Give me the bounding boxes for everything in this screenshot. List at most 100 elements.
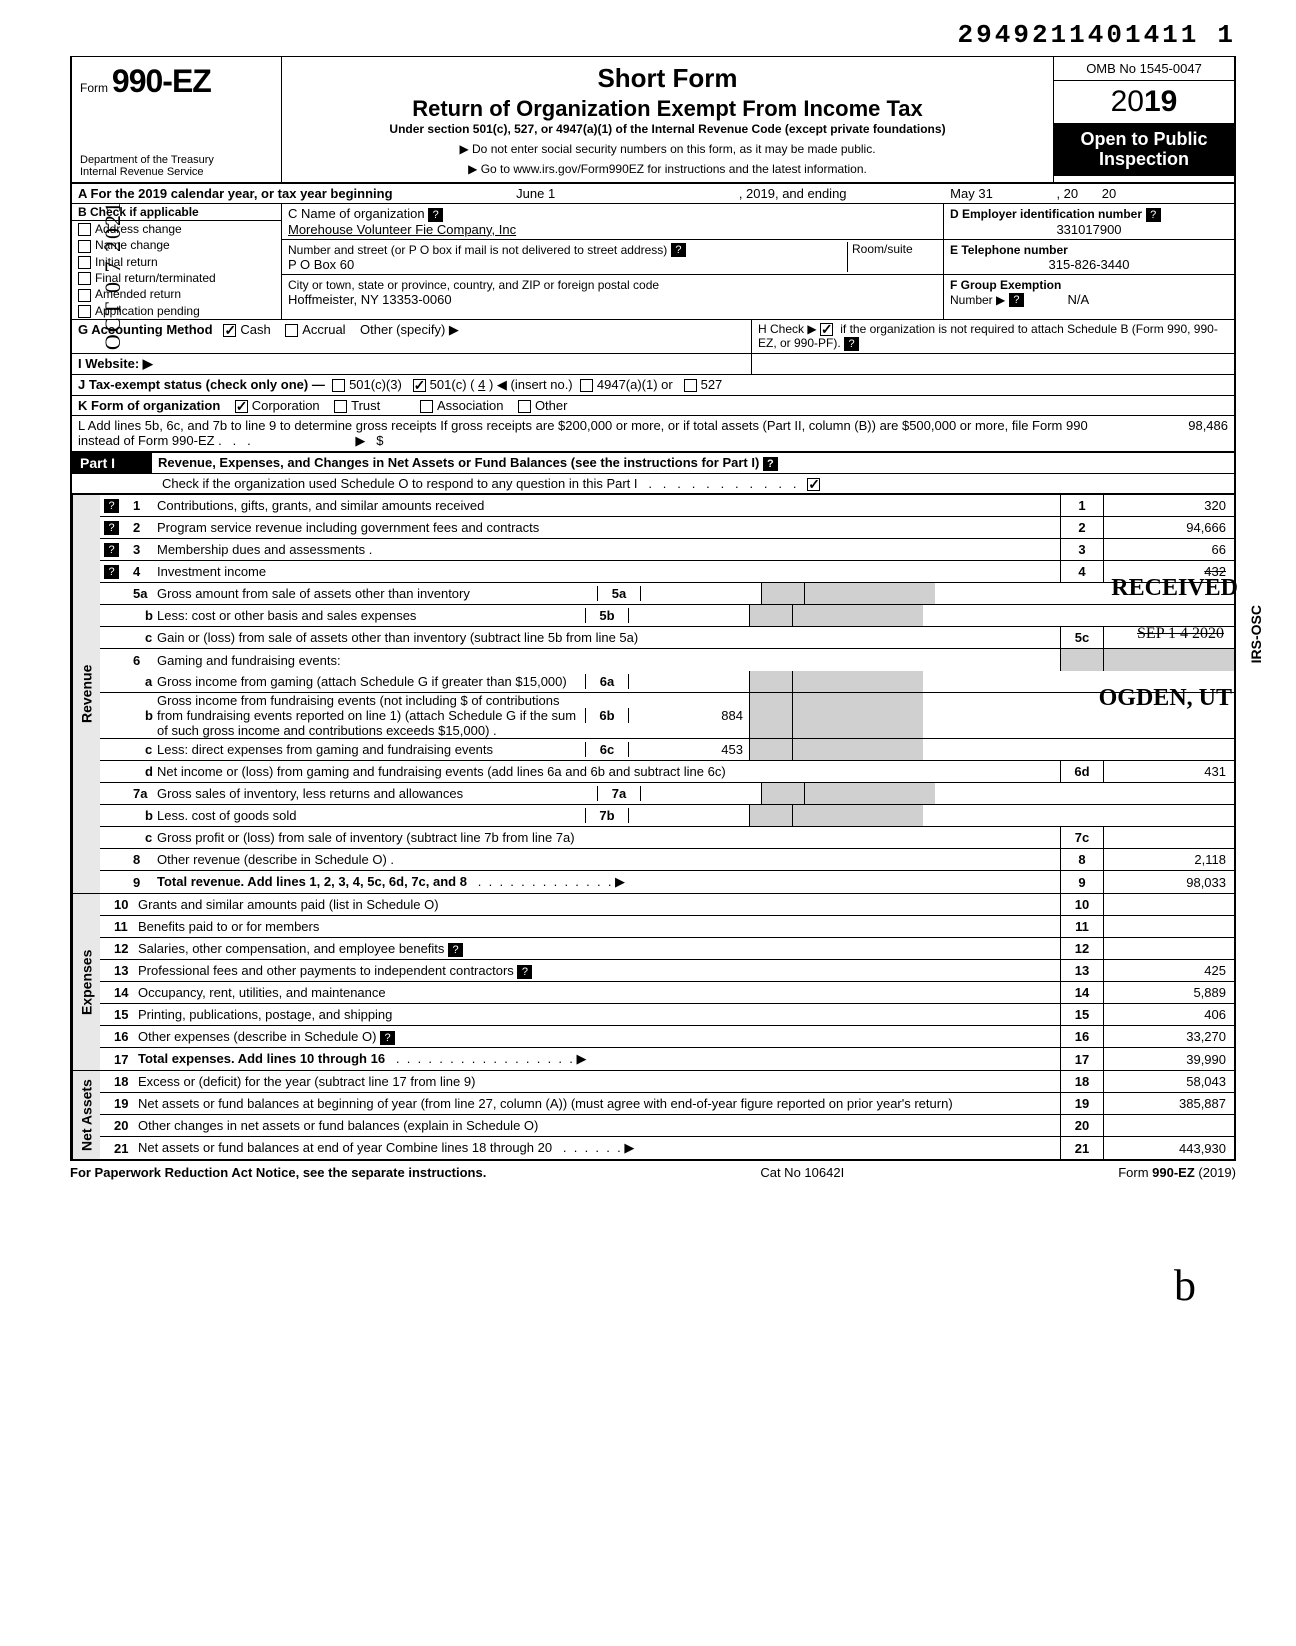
mid-box: 6c	[585, 742, 629, 757]
line-val: 425	[1104, 960, 1234, 981]
part1-header-row: Part I Revenue, Expenses, and Changes in…	[70, 453, 1236, 474]
row-j: J Tax-exempt status (check only one) — 5…	[70, 375, 1236, 396]
line-box: 21	[1060, 1137, 1104, 1159]
d-label: D Employer identification number	[950, 207, 1142, 221]
org-name: Morehouse Volunteer Fie Company, Inc	[288, 222, 516, 237]
line-a-label: A For the 2019 calendar year, or tax yea…	[78, 186, 393, 201]
col-de: D Employer identification number ? 33101…	[944, 204, 1234, 319]
line-box	[761, 783, 805, 804]
line-desc: Gross income from fundraising events (no…	[157, 693, 585, 738]
tax-year-end-year: 20	[1102, 186, 1116, 201]
expenses-section: Expenses 10Grants and similar amounts pa…	[70, 894, 1236, 1071]
footer-left: For Paperwork Reduction Act Notice, see …	[70, 1165, 486, 1180]
k-label: K Form of organization	[78, 398, 220, 413]
line-desc: Printing, publications, postage, and shi…	[138, 1007, 1060, 1022]
line-val: 385,887	[1104, 1093, 1234, 1114]
help-icon: ?	[1146, 208, 1161, 222]
row-gh: G Accounting Method Cash Accrual Other (…	[70, 320, 1236, 354]
omb-number: OMB No 1545-0047	[1054, 57, 1234, 81]
line-a-row: A For the 2019 calendar year, or tax yea…	[70, 184, 1236, 204]
help-icon: ?	[1009, 293, 1024, 307]
line-desc: Gross amount from sale of assets other t…	[157, 586, 597, 601]
received-stamp: RECEIVED	[1111, 575, 1238, 602]
chk-other	[518, 400, 531, 413]
line-num: b	[119, 808, 157, 823]
line-num: 13	[100, 963, 138, 978]
line-num: c	[119, 742, 157, 757]
line-num: b	[119, 608, 157, 623]
line-box: 7c	[1060, 827, 1104, 848]
line-val: 431	[1104, 761, 1234, 782]
irs-osc-stamp: IRS-OSC	[1248, 605, 1264, 663]
help-icon: ?	[380, 1031, 395, 1045]
form-label: Form	[80, 81, 108, 95]
line-desc: Net income or (loss) from gaming and fun…	[157, 764, 1060, 779]
row-k: K Form of organization Corporation Trust…	[70, 396, 1236, 416]
line-box	[749, 693, 793, 738]
ssn-note: ▶ Do not enter social security numbers o…	[290, 142, 1045, 156]
line-box: 15	[1060, 1004, 1104, 1025]
f-label2: Number ▶	[950, 293, 1005, 307]
line-val	[793, 605, 923, 626]
line-val	[793, 671, 923, 692]
line-num: 21	[100, 1141, 138, 1156]
line-val: 406	[1104, 1004, 1234, 1025]
document-locator-number: 29492114014111	[958, 20, 1236, 50]
line-box: 11	[1060, 916, 1104, 937]
line-box: 20	[1060, 1115, 1104, 1136]
help-icon: ?	[517, 965, 532, 979]
line-box: 1	[1060, 495, 1104, 516]
line-box	[749, 671, 793, 692]
line-desc: Total revenue. Add lines 1, 2, 3, 4, 5c,…	[157, 874, 1060, 890]
line-box: 16	[1060, 1026, 1104, 1047]
line-box	[749, 739, 793, 760]
line-box: 5c	[1060, 627, 1104, 648]
line-box: 3	[1060, 539, 1104, 560]
line-val	[805, 583, 935, 604]
line-desc: Gross income from gaming (attach Schedul…	[157, 674, 585, 689]
line-box	[1060, 649, 1104, 671]
mid-box: 5a	[597, 586, 641, 601]
help-icon: ?	[104, 521, 119, 535]
line-num: c	[119, 630, 157, 645]
form-number: 990-EZ	[112, 63, 211, 99]
chk-527	[684, 379, 697, 392]
line-num: 18	[100, 1074, 138, 1089]
org-city: Hoffmeister, NY 13353-0060	[288, 292, 452, 307]
vertical-date-stamp: OCT 0 7 2021	[100, 200, 126, 350]
j-label: J Tax-exempt status (check only one) —	[78, 377, 325, 392]
line-val: 320	[1104, 495, 1234, 516]
line-num: a	[119, 674, 157, 689]
line-num: d	[119, 764, 157, 779]
line-desc: Gross profit or (loss) from sale of inve…	[157, 830, 1060, 845]
subtitle: Under section 501(c), 527, or 4947(a)(1)…	[290, 122, 1045, 136]
line-val: 5,889	[1104, 982, 1234, 1003]
tax-year-begin: June 1	[516, 186, 555, 201]
h-label: H Check ▶	[758, 322, 817, 336]
chk-part1-schedule-o	[807, 478, 820, 491]
revenue-section: Revenue ?1Contributions, gifts, grants, …	[70, 495, 1236, 894]
line-box: 14	[1060, 982, 1104, 1003]
city-label: City or town, state or province, country…	[288, 278, 659, 292]
revenue-side-label: Revenue	[72, 495, 100, 893]
section-bcdef: B Check if applicable Address change Nam…	[70, 204, 1236, 320]
tax-year: 2019	[1054, 81, 1234, 124]
group-exemption-value: N/A	[1068, 292, 1090, 307]
footer-mid: Cat No 10642I	[760, 1165, 844, 1180]
header-left: Form 990-EZ Department of the Treasury I…	[72, 57, 282, 182]
line-box: 18	[1060, 1071, 1104, 1092]
line-desc: Membership dues and assessments .	[157, 542, 1060, 557]
chk-trust	[334, 400, 347, 413]
chk-corp	[235, 400, 248, 413]
header-center: Short Form Return of Organization Exempt…	[282, 57, 1054, 182]
ogden-stamp: OGDEN, UT	[1099, 685, 1232, 712]
line-num: 4	[119, 564, 157, 579]
mid-box: 6b	[585, 708, 629, 723]
help-icon: ?	[104, 543, 119, 557]
line-box	[749, 605, 793, 626]
line-val	[1104, 894, 1234, 915]
chk-501c3	[332, 379, 345, 392]
line-num: 10	[100, 897, 138, 912]
line-val	[793, 693, 923, 738]
row-l: L Add lines 5b, 6c, and 7b to line 9 to …	[70, 416, 1236, 453]
